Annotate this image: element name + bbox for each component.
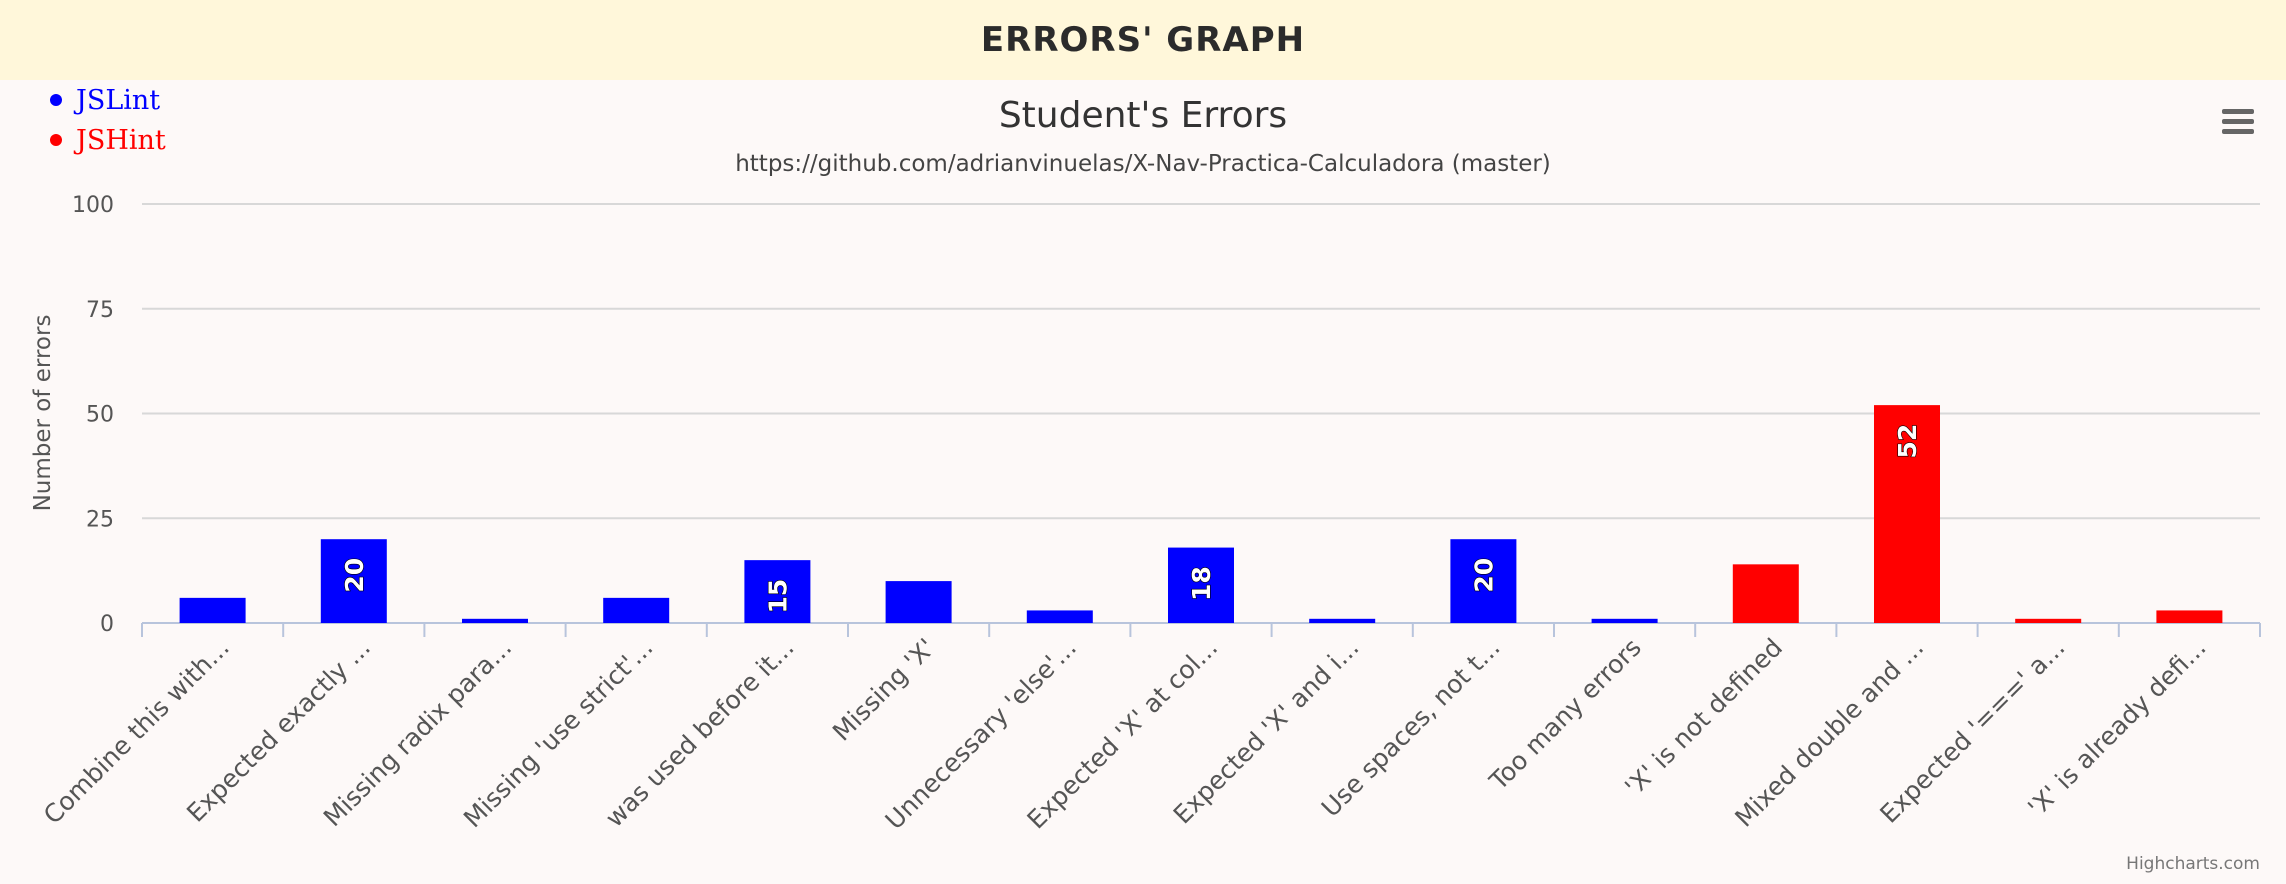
y-tick-label: 100 <box>72 193 114 218</box>
x-tick-label: Too many errors <box>1483 633 1647 797</box>
bar <box>462 618 528 623</box>
data-label: 20 <box>340 558 369 593</box>
hamburger-menu-icon[interactable] <box>2218 102 2258 142</box>
bar <box>603 597 670 623</box>
bar <box>2156 610 2223 623</box>
bar <box>1309 618 1376 623</box>
y-tick-label: 75 <box>86 298 114 323</box>
bar <box>1591 618 1658 623</box>
legend-item-jshint[interactable]: JSHint <box>50 120 210 160</box>
bar <box>1874 405 1940 623</box>
data-label: 15 <box>763 579 792 614</box>
legend-label: JSLint <box>76 84 161 116</box>
data-label: 52 <box>1893 424 1922 459</box>
page-header: ERRORS' GRAPH <box>0 0 2286 80</box>
x-tick-label: 'X' is not defined <box>1619 633 1788 802</box>
legend-dot-icon <box>50 134 62 146</box>
data-label: 18 <box>1187 566 1216 601</box>
data-label: 20 <box>1469 558 1498 593</box>
bar <box>744 560 811 623</box>
credits-link[interactable]: Highcharts.com <box>2126 854 2260 874</box>
y-tick-label: 50 <box>86 403 114 428</box>
bar <box>1732 564 1799 623</box>
chart-title: Student's Errors <box>999 95 1287 136</box>
y-tick-label: 25 <box>86 507 114 532</box>
bar <box>1450 539 1517 623</box>
bar <box>320 539 387 623</box>
y-axis-title: Number of errors <box>30 315 56 512</box>
bar <box>885 581 952 623</box>
bar <box>179 597 246 623</box>
bar <box>1168 547 1234 623</box>
page-title: ERRORS' GRAPH <box>980 20 1306 60</box>
y-tick-label: 0 <box>100 612 114 637</box>
legend-label: JSHint <box>76 124 166 156</box>
chart-subtitle: https://github.com/adrianvinuelas/X-Nav-… <box>735 151 1551 177</box>
chart-legend: JSLint JSHint <box>50 80 210 160</box>
bar <box>2015 618 2082 623</box>
x-tick-label: Missing 'X' <box>827 633 941 747</box>
legend-dot-icon <box>50 94 62 106</box>
bar <box>1026 610 1093 623</box>
legend-item-jslint[interactable]: JSLint <box>50 80 210 120</box>
